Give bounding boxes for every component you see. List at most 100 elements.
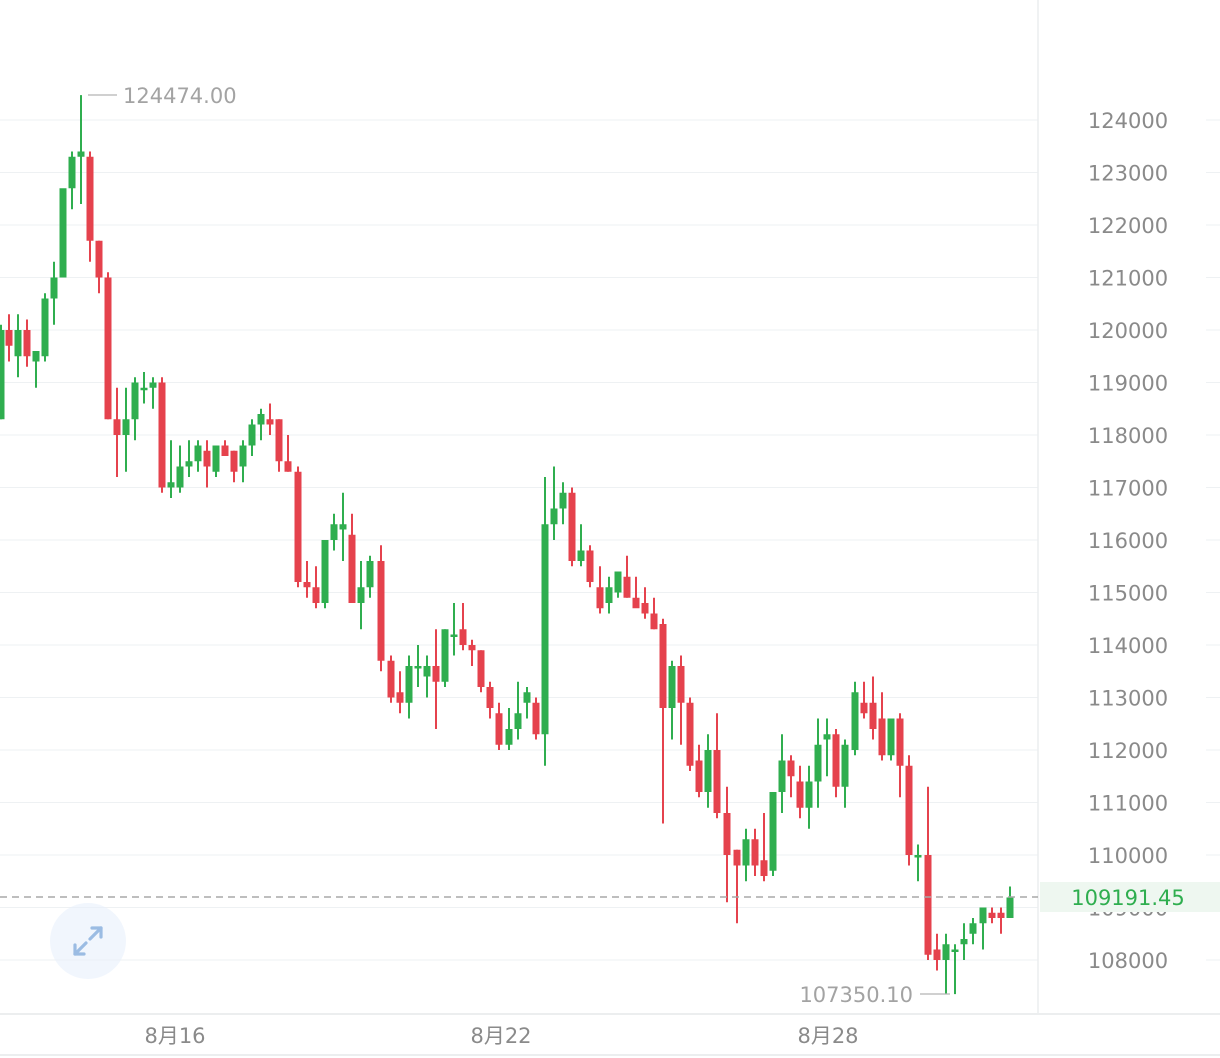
candle — [377, 545, 385, 672]
candle — [704, 734, 712, 808]
candle — [905, 755, 913, 866]
candle — [230, 450, 238, 483]
candle — [284, 435, 292, 472]
candle — [248, 419, 256, 456]
candle — [14, 314, 22, 378]
candle — [942, 933, 950, 995]
expand-chart-button[interactable] — [50, 903, 126, 979]
candle — [432, 629, 440, 729]
y-tick-label: 120000 — [1088, 319, 1168, 343]
y-tick-label: 119000 — [1088, 372, 1168, 396]
candle — [505, 708, 513, 750]
candle — [450, 603, 458, 656]
y-tick-label: 110000 — [1088, 844, 1168, 868]
expand-arrows-icon — [73, 926, 103, 956]
candle — [140, 372, 148, 404]
candle — [596, 566, 604, 614]
candle — [742, 828, 750, 882]
candle — [841, 739, 849, 808]
candle — [823, 718, 831, 777]
candle — [23, 319, 31, 367]
candle — [659, 618, 667, 824]
candle — [1006, 886, 1014, 918]
current-price-value: 109191.45 — [1071, 886, 1185, 910]
candle — [396, 671, 404, 714]
candle — [221, 440, 229, 456]
candle — [468, 639, 476, 666]
candle — [677, 655, 685, 745]
candle — [348, 513, 356, 603]
candle — [641, 587, 649, 619]
candle — [713, 713, 721, 819]
candle — [339, 492, 347, 561]
candle — [176, 445, 184, 493]
candle — [212, 445, 220, 477]
candle — [541, 477, 549, 766]
y-tick-label: 115000 — [1088, 582, 1168, 606]
candle — [695, 744, 703, 798]
candle — [203, 440, 211, 488]
candle — [104, 272, 112, 420]
y-tick-label: 111000 — [1088, 792, 1168, 816]
x-tick-label: 8月28 — [797, 1024, 858, 1048]
candle — [77, 95, 85, 204]
high-price-annotation: 124474.00 — [123, 84, 237, 108]
candle — [805, 765, 813, 829]
candle — [257, 408, 265, 441]
y-tick-label: 123000 — [1088, 162, 1168, 186]
y-tick-label: 108000 — [1088, 949, 1168, 973]
candle — [41, 293, 49, 362]
candle — [851, 681, 859, 756]
y-tick-label: 117000 — [1088, 477, 1168, 501]
candle — [50, 261, 58, 325]
candle — [68, 151, 76, 210]
current-price-tag — [1040, 882, 1220, 912]
candle — [914, 844, 922, 882]
candle — [266, 403, 274, 435]
candle — [933, 933, 941, 971]
annotations: 109191.45 124474.00 107350.10 — [0, 84, 1220, 1007]
candle — [459, 603, 467, 651]
y-tick-label: 116000 — [1088, 529, 1168, 553]
candle — [632, 576, 640, 609]
candle — [330, 513, 338, 551]
y-tick-label: 112000 — [1088, 739, 1168, 763]
candle — [650, 597, 658, 630]
candle — [532, 697, 540, 740]
candle — [185, 440, 193, 477]
candle — [586, 545, 594, 588]
y-tick-label: 118000 — [1088, 424, 1168, 448]
candle — [668, 660, 676, 740]
candle — [979, 907, 987, 950]
candle — [495, 702, 503, 750]
candle — [275, 419, 283, 472]
candle — [366, 555, 374, 598]
candle — [997, 907, 1005, 934]
candle — [486, 681, 494, 719]
candle — [550, 466, 558, 540]
candle — [312, 566, 320, 609]
candle — [896, 713, 904, 798]
candle — [32, 351, 40, 388]
candle — [605, 576, 613, 614]
candle — [568, 487, 576, 567]
candle — [878, 692, 886, 761]
candle — [869, 676, 877, 740]
candle — [149, 377, 157, 409]
candle — [441, 629, 449, 687]
candle — [0, 324, 5, 420]
candle — [778, 734, 786, 813]
candle — [960, 923, 968, 960]
candle — [167, 440, 175, 498]
low-price-annotation: 107350.10 — [799, 983, 913, 1007]
candle — [514, 681, 522, 740]
x-tick-label: 8月22 — [470, 1024, 531, 1048]
candle — [733, 849, 741, 924]
candle — [686, 697, 694, 771]
candle — [86, 151, 94, 262]
candle — [814, 718, 822, 808]
candle — [158, 377, 166, 493]
